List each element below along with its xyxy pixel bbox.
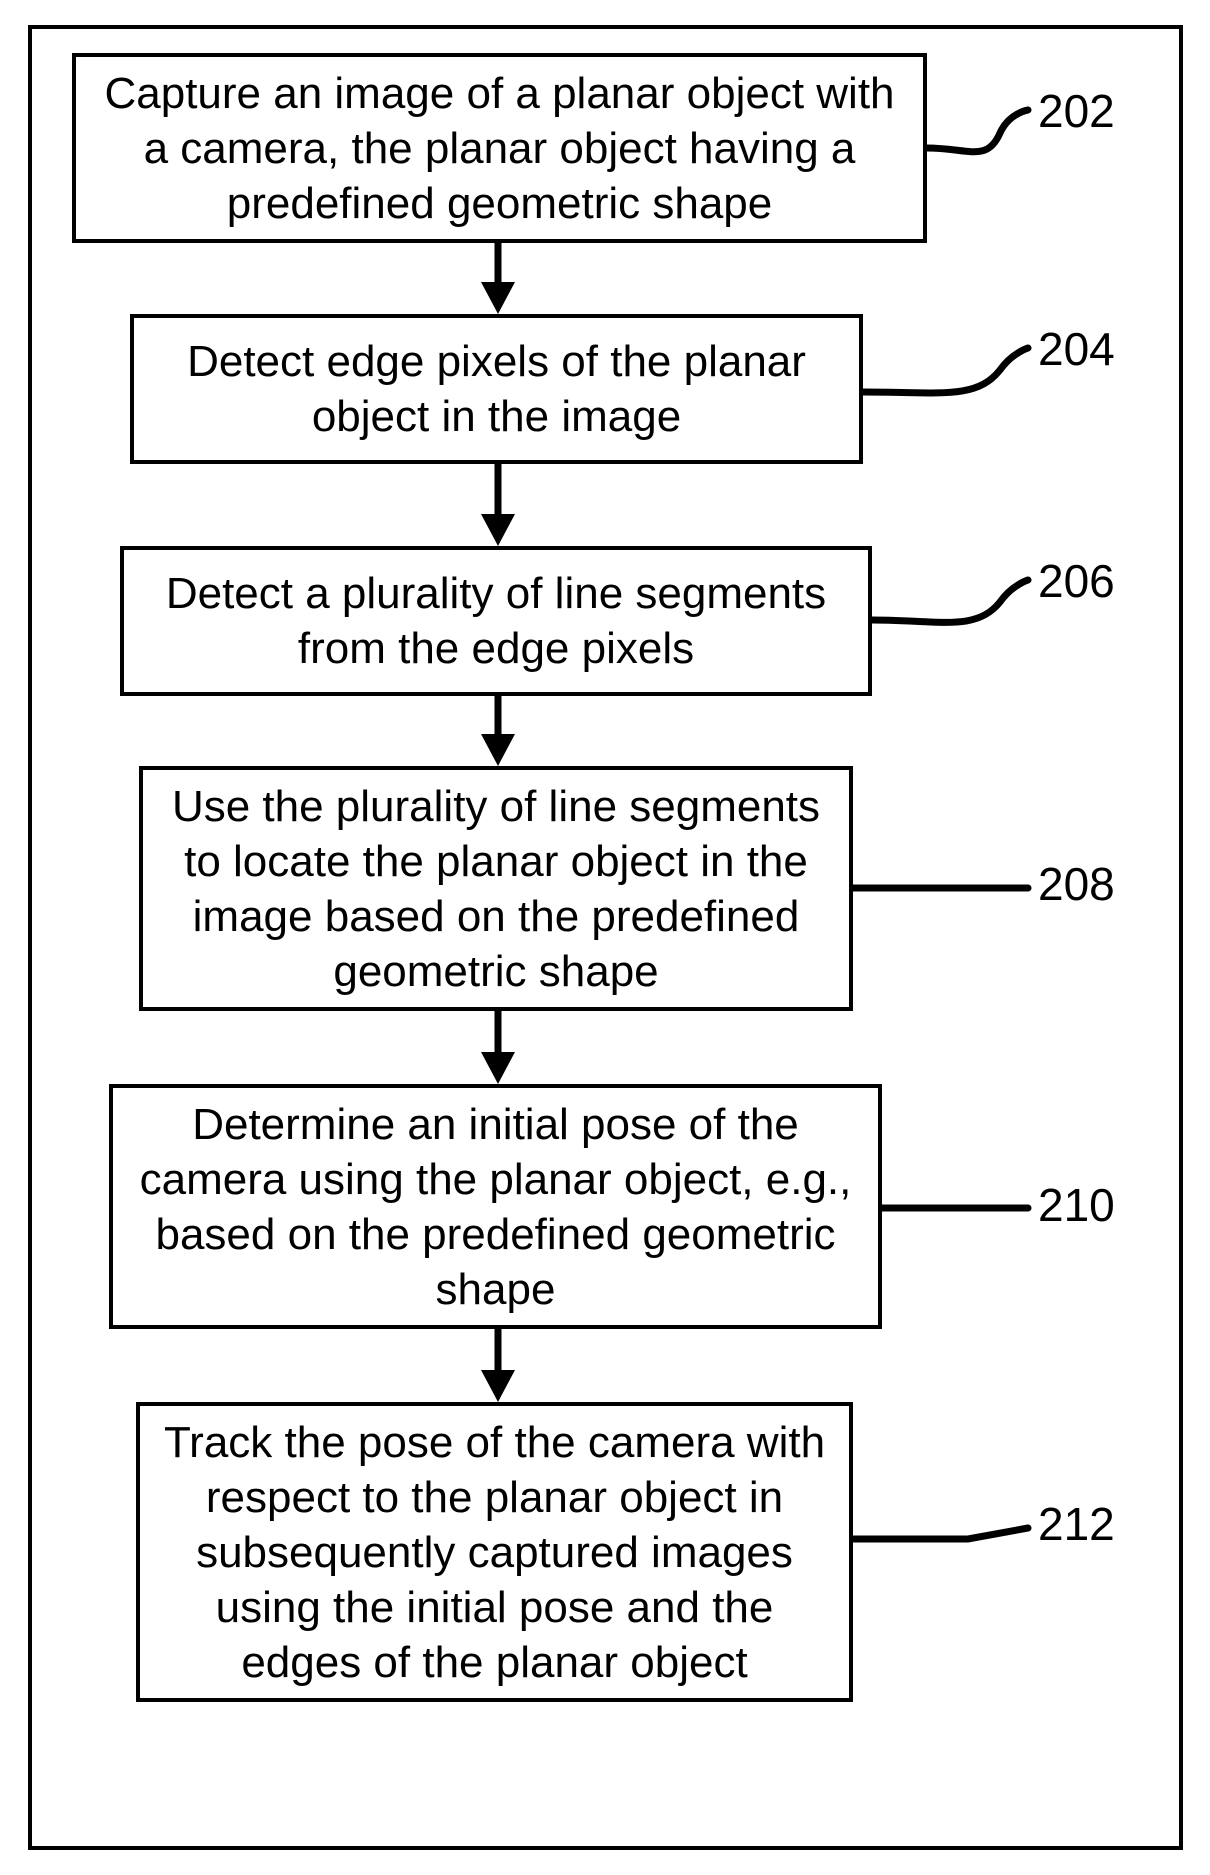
- ref-label-212: 212: [1038, 1497, 1115, 1551]
- step-box-202: Capture an image of a planar object with…: [72, 53, 927, 243]
- step-box-206: Detect a plurality of line segments from…: [120, 546, 872, 696]
- step-text: Detect a plurality of line segments from…: [144, 566, 848, 676]
- step-box-208: Use the plurality of line segments to lo…: [139, 766, 853, 1011]
- step-text: Determine an initial pose of the camera …: [133, 1097, 858, 1317]
- ref-label-206: 206: [1038, 554, 1115, 608]
- step-box-204: Detect edge pixels of the planar object …: [130, 314, 863, 464]
- step-box-210: Determine an initial pose of the camera …: [109, 1084, 882, 1329]
- step-box-212: Track the pose of the camera with respec…: [136, 1402, 853, 1702]
- ref-label-210: 210: [1038, 1178, 1115, 1232]
- ref-label-204: 204: [1038, 322, 1115, 376]
- ref-label-202: 202: [1038, 84, 1115, 138]
- flowchart-canvas: Capture an image of a planar object with…: [0, 0, 1210, 1875]
- step-text: Capture an image of a planar object with…: [96, 66, 903, 231]
- step-text: Detect edge pixels of the planar object …: [154, 334, 839, 444]
- step-text: Use the plurality of line segments to lo…: [163, 779, 829, 999]
- step-text: Track the pose of the camera with respec…: [160, 1415, 829, 1690]
- ref-label-208: 208: [1038, 857, 1115, 911]
